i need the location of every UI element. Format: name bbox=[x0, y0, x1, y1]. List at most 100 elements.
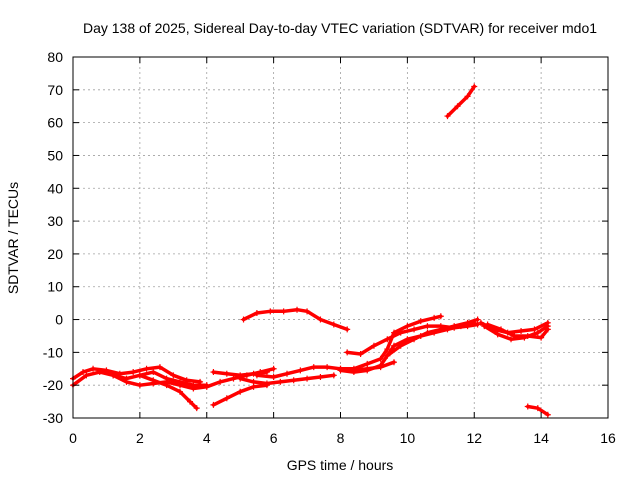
data-point bbox=[263, 380, 270, 387]
data-point bbox=[210, 401, 217, 408]
series-segment-14 bbox=[481, 323, 551, 343]
data-point bbox=[370, 342, 377, 349]
data-point bbox=[384, 346, 391, 353]
axis-ticks: 0 2 4 6 8 10 12 14 16 -30 -20 -10 0 10 20 30 40 50 60 70 80 bbox=[43, 49, 616, 446]
y-tick-label: 80 bbox=[47, 49, 63, 65]
data-point bbox=[424, 329, 431, 336]
y-tick-label: -20 bbox=[43, 377, 63, 393]
data-point bbox=[177, 382, 183, 389]
series-segment-3 bbox=[136, 372, 200, 412]
data-point bbox=[508, 336, 515, 343]
series-line bbox=[338, 314, 443, 371]
y-tick-label: 20 bbox=[47, 246, 63, 262]
data-point bbox=[270, 373, 277, 380]
series-line bbox=[479, 321, 550, 335]
data-point bbox=[531, 326, 538, 333]
series-line bbox=[211, 383, 269, 407]
data-point bbox=[210, 369, 217, 376]
y-tick-label: 30 bbox=[47, 213, 63, 229]
data-point bbox=[464, 93, 471, 100]
data-point bbox=[544, 411, 551, 418]
y-axis-label: SDTVAR / TECUs bbox=[5, 182, 21, 294]
data-point bbox=[357, 351, 364, 358]
data-point bbox=[267, 308, 274, 315]
series-segment-6 bbox=[237, 372, 337, 387]
data-point bbox=[304, 308, 311, 315]
x-tick-label: 10 bbox=[400, 430, 416, 446]
data-point bbox=[280, 308, 287, 315]
data-point bbox=[534, 329, 541, 336]
series-segment-16 bbox=[444, 83, 478, 120]
data-point bbox=[364, 360, 371, 367]
data-point bbox=[253, 309, 260, 316]
data-point bbox=[377, 362, 384, 369]
data-point bbox=[284, 370, 290, 377]
data-point bbox=[136, 372, 143, 379]
data-point bbox=[193, 405, 200, 412]
data-point bbox=[253, 372, 260, 379]
data-point bbox=[317, 316, 324, 323]
data-point bbox=[203, 383, 210, 390]
data-point bbox=[511, 332, 518, 339]
data-point bbox=[344, 326, 351, 333]
series-segment-12 bbox=[384, 316, 481, 359]
x-tick-label: 0 bbox=[69, 430, 77, 446]
data-point bbox=[263, 369, 270, 376]
data-point bbox=[524, 403, 531, 410]
y-tick-label: 60 bbox=[47, 115, 63, 131]
data-point bbox=[404, 323, 411, 330]
data-point bbox=[324, 364, 331, 371]
x-tick-label: 2 bbox=[136, 430, 144, 446]
series-line bbox=[482, 324, 550, 341]
data-point bbox=[294, 306, 301, 313]
series-line bbox=[138, 373, 199, 410]
y-tick-label: 50 bbox=[47, 147, 63, 163]
data-point bbox=[474, 316, 481, 323]
data-point bbox=[143, 365, 150, 372]
series-segment-8 bbox=[240, 306, 351, 333]
data-point bbox=[498, 326, 504, 333]
x-tick-label: 14 bbox=[533, 430, 549, 446]
data-point bbox=[270, 365, 277, 372]
x-axis-label: GPS time / hours bbox=[287, 457, 394, 473]
series-line bbox=[445, 84, 477, 118]
y-tick-label: 10 bbox=[47, 279, 63, 295]
data-point bbox=[223, 370, 230, 377]
data-point bbox=[350, 369, 357, 376]
data-point bbox=[437, 326, 444, 333]
x-tick-label: 8 bbox=[337, 430, 345, 446]
data-point bbox=[223, 395, 230, 402]
data-point bbox=[431, 314, 438, 321]
series-segment-10 bbox=[337, 313, 444, 372]
data-point bbox=[190, 385, 197, 392]
data-point bbox=[317, 373, 324, 380]
data-point bbox=[538, 334, 545, 341]
data-point bbox=[397, 342, 404, 349]
chart-title: Day 138 of 2025, Sidereal Day-to-day VTE… bbox=[83, 20, 597, 36]
x-tick-label: 16 bbox=[600, 430, 616, 446]
data-point bbox=[110, 372, 117, 379]
data-point bbox=[136, 382, 143, 389]
data-point bbox=[411, 336, 418, 343]
data-point bbox=[96, 369, 103, 376]
data-point bbox=[330, 372, 337, 379]
grid-lines bbox=[73, 57, 608, 418]
data-point bbox=[310, 364, 317, 371]
data-point bbox=[150, 377, 157, 384]
data-point bbox=[130, 369, 137, 376]
y-tick-label: 40 bbox=[47, 180, 63, 196]
data-point bbox=[411, 326, 418, 333]
data-point bbox=[494, 331, 501, 338]
data-point bbox=[150, 369, 157, 376]
data-point bbox=[524, 332, 531, 339]
data-point bbox=[90, 365, 97, 372]
data-point bbox=[250, 378, 257, 385]
data-point bbox=[240, 316, 247, 323]
data-point bbox=[297, 367, 304, 374]
data-point bbox=[123, 378, 130, 385]
series-segment-17 bbox=[524, 403, 551, 418]
data-point bbox=[391, 359, 397, 366]
data-point bbox=[464, 319, 471, 326]
y-tick-label: -10 bbox=[43, 344, 63, 360]
